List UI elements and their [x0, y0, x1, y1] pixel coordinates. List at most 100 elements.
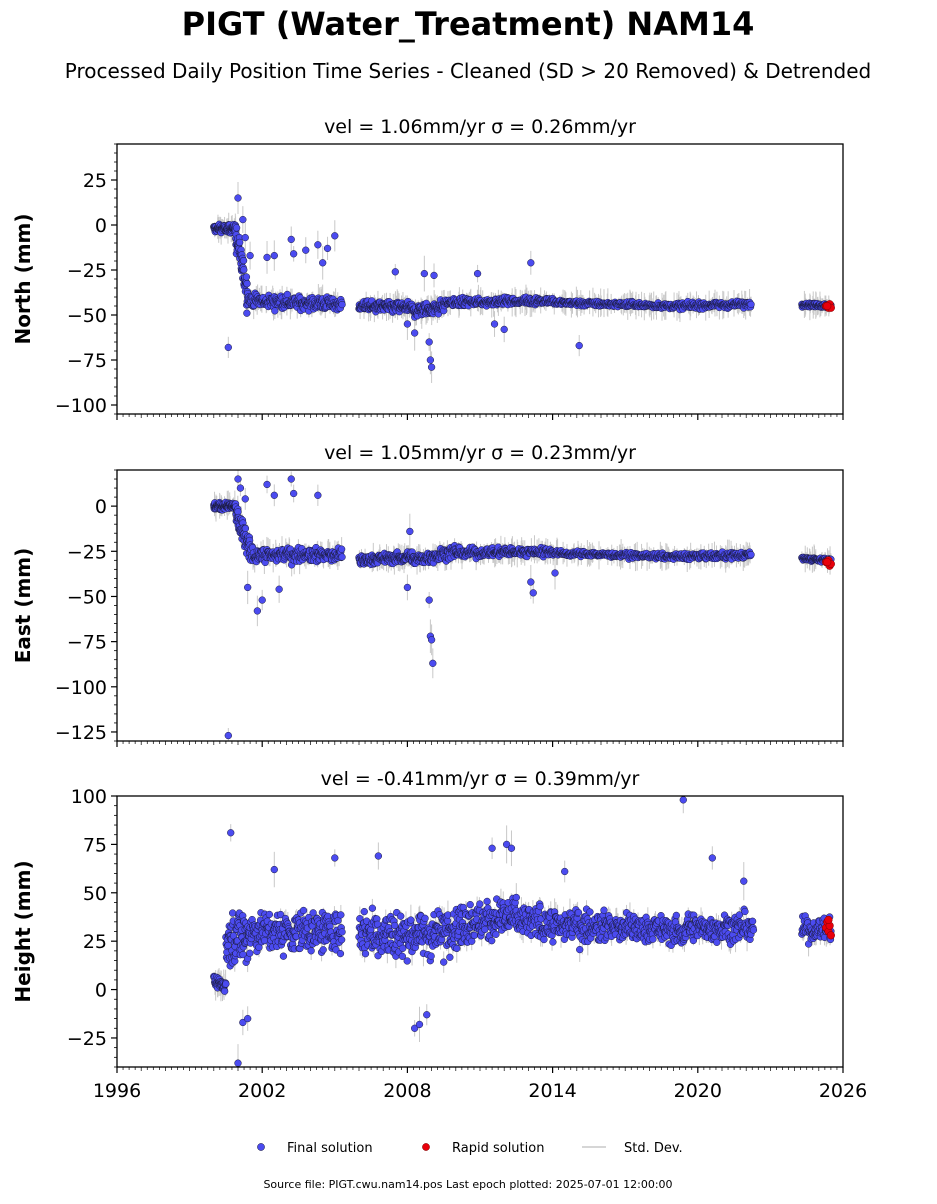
y-tick-label: −100: [55, 395, 107, 417]
data-point: [576, 342, 583, 349]
subplot-title: vel = 1.05mm/yr σ = 0.23mm/yr: [324, 442, 636, 464]
data-point: [491, 321, 498, 328]
data-point: [240, 266, 247, 273]
data-point: [290, 250, 297, 257]
data-point: [748, 301, 755, 308]
data-point: [244, 584, 251, 591]
data-point: [324, 245, 331, 252]
subplots: vel = 1.06mm/yr σ = 0.26mm/yr North (mm) 2…: [11, 116, 867, 1102]
data-point: [288, 236, 295, 243]
data-point: [426, 597, 433, 604]
data-point: [339, 301, 346, 308]
data-point: [314, 492, 321, 499]
data-point: [254, 608, 261, 615]
y-tick-label: −25: [67, 260, 107, 282]
data-point: [406, 528, 413, 535]
data-point: [271, 307, 278, 314]
figure-title: PIGT (Water_Treatment) NAM14: [182, 5, 755, 43]
y-axis-label: North (mm): [11, 213, 35, 344]
y-tick-label: −75: [67, 350, 107, 372]
data-point: [421, 270, 428, 277]
subplot-1: vel = 1.06mm/yr σ = 0.26mm/yr North (mm) 2…: [11, 116, 843, 420]
data-point: [392, 268, 399, 275]
data-point: [308, 947, 315, 954]
data-point: [243, 274, 250, 281]
data-point: [240, 257, 247, 264]
data-point: [338, 936, 345, 943]
data-point: [407, 917, 414, 924]
data-point: [748, 551, 755, 558]
data-point: [264, 481, 271, 488]
data-point: [431, 272, 438, 279]
figure-subtitle: Processed Daily Position Time Series - C…: [65, 59, 871, 83]
data-point: [244, 280, 251, 287]
data-point: [527, 259, 534, 266]
data-point: [428, 636, 435, 643]
data-point: [361, 908, 368, 915]
data-point: [429, 660, 436, 667]
y-tick-label: −50: [67, 586, 107, 608]
data-point: [404, 584, 411, 591]
y-tick-label: 0: [95, 496, 107, 518]
data-point: [221, 988, 228, 995]
y-tick-label: −100: [55, 677, 107, 699]
data-point: [264, 254, 271, 261]
data-point: [404, 321, 411, 328]
data-point: [474, 270, 481, 277]
data-point: [339, 929, 346, 936]
data-point: [225, 732, 232, 739]
data-point: [527, 579, 534, 586]
data-point: [246, 950, 253, 957]
rapid-point: [823, 302, 831, 310]
data-point: [242, 496, 249, 503]
data-point: [362, 950, 369, 957]
data-point: [426, 339, 433, 346]
data-point: [337, 950, 344, 957]
y-tick-label: −75: [67, 632, 107, 654]
rapid-point: [823, 558, 831, 566]
data-point: [319, 259, 326, 266]
data-point: [233, 224, 240, 231]
data-point: [427, 357, 434, 364]
data-point: [397, 913, 404, 920]
final-points: [210, 476, 834, 739]
data-point: [339, 554, 346, 561]
stddev-bars: [215, 182, 830, 383]
data-point: [288, 476, 295, 483]
data-point: [243, 310, 250, 317]
y-tick-label: −125: [55, 722, 107, 744]
data-point: [271, 252, 278, 259]
plot-frame: [117, 144, 843, 414]
y-axis-label: East (mm): [11, 548, 35, 664]
data-point: [337, 911, 344, 918]
y-tick-label: 25: [83, 170, 107, 192]
data-point: [314, 241, 321, 248]
data-point: [280, 953, 287, 960]
data-point: [242, 525, 249, 532]
data-point: [247, 252, 254, 259]
data-point: [300, 907, 307, 914]
data-point: [501, 326, 508, 333]
data-point: [229, 910, 236, 917]
data-point: [271, 492, 278, 499]
final-points: [210, 796, 834, 1066]
data-point: [428, 364, 435, 371]
y-tick-label: −50: [67, 305, 107, 327]
data-point: [276, 586, 283, 593]
data-point: [331, 232, 338, 239]
data-point: [225, 344, 232, 351]
subplot-title: vel = 1.06mm/yr σ = 0.26mm/yr: [324, 116, 636, 138]
subplot-2: vel = 1.05mm/yr σ = 0.23mm/yr East (mm) 0 −…: [11, 442, 843, 747]
data-point: [530, 589, 537, 596]
final-points: [210, 195, 834, 371]
data-point: [239, 216, 246, 223]
data-point: [237, 485, 244, 492]
y-tick-label: 0: [95, 215, 107, 237]
data-point: [284, 291, 291, 298]
data-point: [320, 946, 327, 953]
subplot-title: vel = -0.41mm/yr σ = 0.39mm/yr: [321, 768, 640, 790]
data-point: [223, 981, 230, 988]
data-point: [235, 476, 242, 483]
